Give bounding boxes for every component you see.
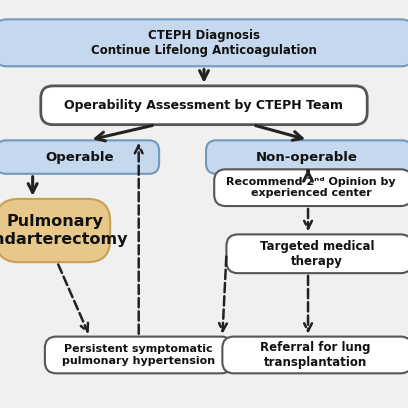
FancyBboxPatch shape: [45, 337, 233, 373]
Text: Operable: Operable: [45, 151, 114, 164]
Text: Recommend 2ⁿᵈ Opinion by
experienced center: Recommend 2ⁿᵈ Opinion by experienced cen…: [226, 177, 396, 198]
Text: Referral for lung
transplantation: Referral for lung transplantation: [260, 341, 370, 369]
FancyBboxPatch shape: [226, 234, 408, 273]
Text: Targeted medical
therapy: Targeted medical therapy: [260, 240, 375, 268]
Text: Persistent symptomatic
pulmonary hypertension: Persistent symptomatic pulmonary hyperte…: [62, 344, 215, 366]
FancyBboxPatch shape: [41, 86, 367, 125]
Text: Non-operable: Non-operable: [256, 151, 358, 164]
Text: Operability Assessment by CTEPH Team: Operability Assessment by CTEPH Team: [64, 99, 344, 112]
FancyBboxPatch shape: [0, 199, 110, 262]
Text: CTEPH Diagnosis
Continue Lifelong Anticoagulation: CTEPH Diagnosis Continue Lifelong Antico…: [91, 29, 317, 57]
FancyBboxPatch shape: [0, 19, 408, 67]
FancyBboxPatch shape: [206, 140, 408, 174]
FancyBboxPatch shape: [214, 169, 408, 206]
Text: Pulmonary
Endarterectomy: Pulmonary Endarterectomy: [0, 214, 128, 247]
FancyBboxPatch shape: [222, 337, 408, 373]
FancyBboxPatch shape: [0, 140, 159, 174]
